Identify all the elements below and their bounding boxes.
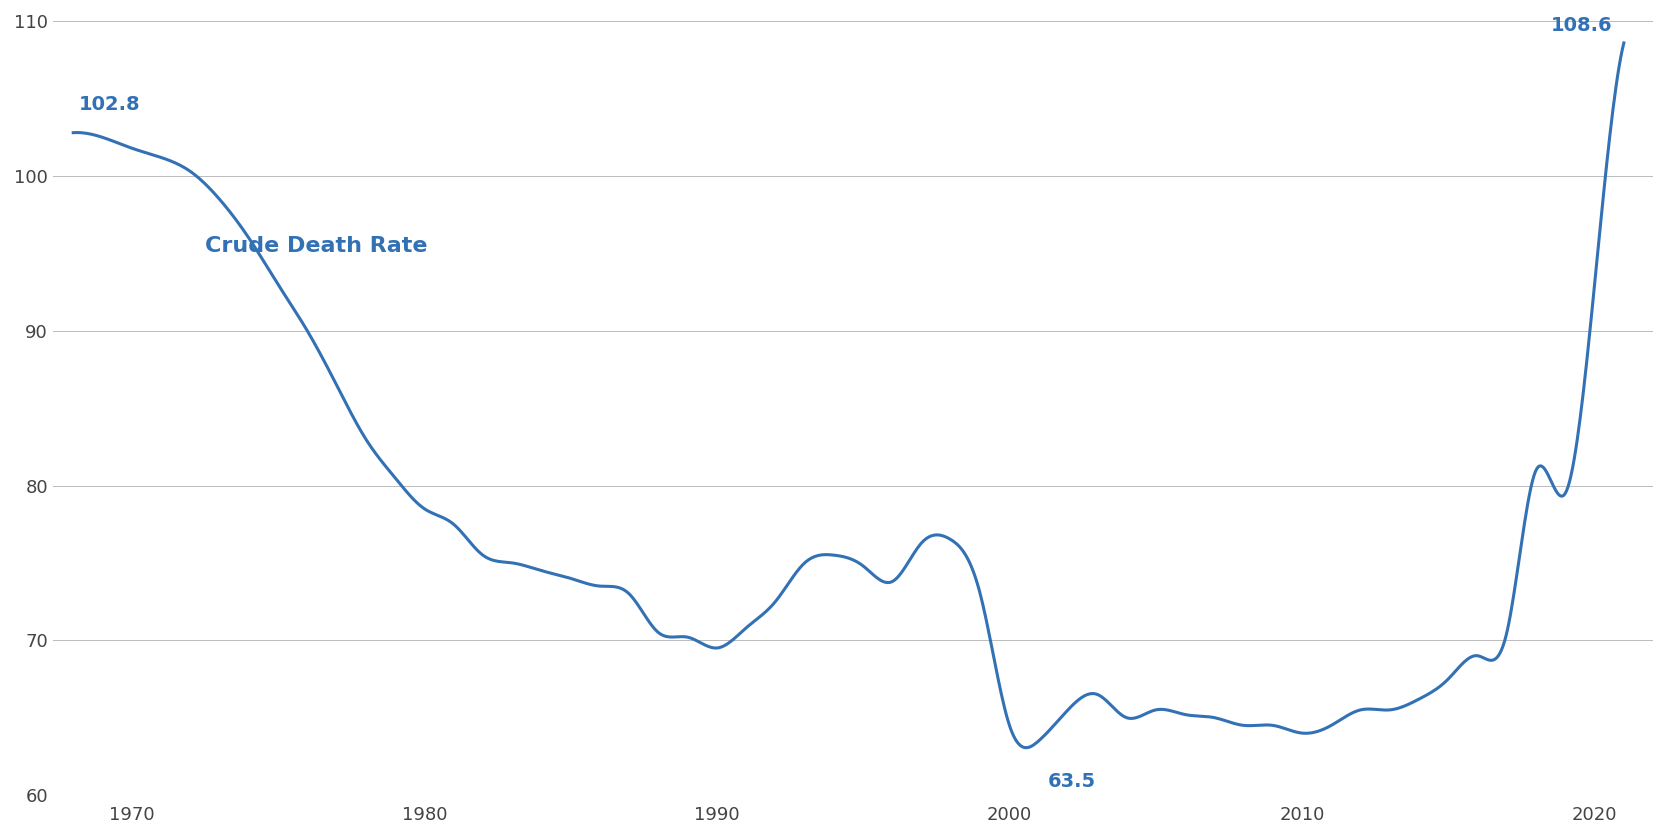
Text: 102.8: 102.8 <box>78 96 140 114</box>
Text: Crude Death Rate: Crude Death Rate <box>205 235 427 256</box>
Text: 63.5: 63.5 <box>1047 772 1095 791</box>
Text: 108.6: 108.6 <box>1550 16 1612 35</box>
